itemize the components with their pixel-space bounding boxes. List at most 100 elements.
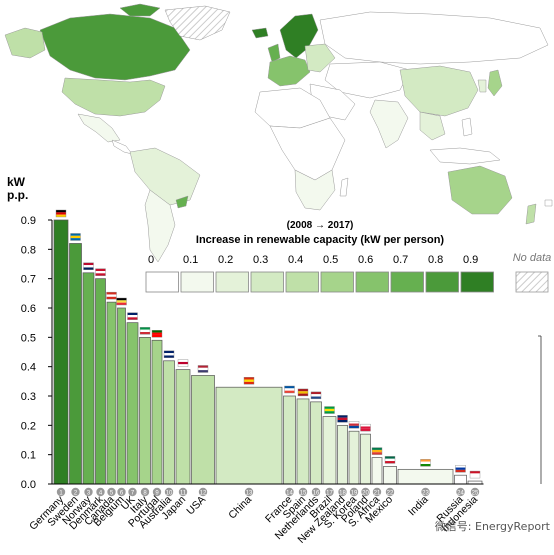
bar-number: 7	[131, 490, 135, 496]
legend-swatch	[145, 271, 179, 293]
world-map	[4, 3, 553, 263]
legend-swatch	[425, 271, 459, 293]
legend-label: 0.9	[463, 254, 478, 266]
y-tick-label: 0.9	[21, 215, 36, 227]
bar-number-badge	[385, 487, 395, 497]
bar-netherlands	[310, 401, 322, 485]
bar-number-badge	[298, 487, 308, 497]
legend-swatch	[285, 271, 319, 293]
legend-swatch	[180, 271, 214, 293]
flag-au-icon	[163, 350, 175, 358]
legend-swatch	[460, 271, 494, 293]
bar-number: 15	[300, 490, 307, 496]
bar-number-badge	[84, 487, 93, 497]
bar-number: 9	[155, 490, 159, 496]
bar-number-badge	[244, 487, 254, 497]
y-tick-label: 0.4	[21, 362, 36, 374]
flag-pl-icon	[360, 423, 371, 432]
flag-nz-icon	[337, 415, 348, 423]
bar-number: 1	[59, 490, 63, 496]
map-central-america	[111, 139, 133, 155]
legend-label: 0.5	[323, 254, 338, 266]
bar-number: 25	[472, 490, 479, 496]
legend-label: 0.2	[218, 254, 233, 266]
x-axis-labels: 1Germany2Sweden3Norway4Denmark5Canada6Be…	[27, 487, 480, 546]
map-philippines	[461, 117, 473, 137]
flag-se-icon	[70, 233, 81, 241]
flag-br-icon	[324, 406, 335, 414]
map-australia	[447, 165, 513, 215]
y-tick-label: 0.1	[21, 450, 36, 462]
legend-label: 0.8	[428, 254, 443, 266]
flag-kr-icon	[348, 421, 360, 429]
map-uruguay	[175, 195, 189, 209]
bar-number: 18	[339, 490, 346, 496]
bar-number-badge	[372, 487, 382, 497]
bar-number: 17	[326, 490, 333, 496]
legend-swatch	[355, 271, 389, 293]
flag-ru-icon	[455, 465, 466, 473]
bar-sweden	[69, 243, 82, 485]
bar-number-badge	[178, 487, 188, 497]
bar-usa	[191, 375, 215, 485]
bar-number: 19	[351, 490, 358, 496]
bar-number-badge	[325, 487, 334, 497]
bar-new-zealand	[337, 424, 348, 485]
flag-jp-icon	[177, 359, 189, 367]
bars	[52, 209, 484, 485]
flag-dk-icon	[95, 268, 106, 276]
bar-number-badge	[349, 487, 359, 497]
flag-gb-icon	[127, 312, 138, 320]
bar-number-badge	[128, 487, 137, 497]
map-russia	[319, 11, 549, 65]
map-japan	[487, 69, 503, 97]
map-antarctic-islands	[544, 199, 553, 207]
y-axis-label-line1: kW	[7, 175, 26, 189]
bar-number: 5	[110, 490, 114, 496]
bar-mexico	[383, 466, 397, 485]
map-alaska	[4, 27, 46, 59]
legend-swatch	[390, 271, 424, 293]
legend-label: 0.1	[183, 254, 198, 266]
y-tick-label: 0.3	[21, 391, 36, 403]
legend-period: (2008 → 2017)	[287, 220, 354, 231]
bar-india	[397, 468, 454, 485]
bar-number: 8	[143, 490, 147, 496]
bar-poland	[360, 433, 371, 485]
flag-nl-icon	[310, 391, 322, 400]
map-canada	[39, 13, 191, 81]
bar-number: 3	[87, 490, 91, 496]
map-china	[399, 65, 479, 117]
bar-germany	[53, 219, 69, 485]
legend-swatch	[215, 271, 249, 293]
map-central-africa	[269, 117, 346, 181]
bar-number: 21	[374, 490, 381, 496]
legend-label: 0.4	[288, 254, 303, 266]
bar-number-badge	[71, 487, 80, 497]
bar-number-badge	[285, 487, 294, 497]
legend-title: Increase in renewable capacity (kW per p…	[196, 234, 445, 246]
legend-swatch	[320, 271, 354, 293]
bar-number-badge	[56, 487, 66, 497]
x-tick-label: India	[406, 494, 431, 519]
bar-france	[283, 395, 296, 485]
bar-number: 24	[457, 490, 464, 496]
bar-number: 11	[180, 490, 187, 496]
bar-italy	[139, 336, 151, 485]
map-southeast-asia	[419, 111, 446, 141]
map-central-asia	[324, 61, 411, 99]
bar-number: 14	[286, 490, 293, 496]
bar-number-badge	[96, 487, 105, 497]
bar-number: 20	[362, 490, 369, 496]
bar-brazil	[322, 416, 337, 485]
bar-number-badge	[140, 487, 150, 497]
legend-label: 0	[148, 254, 154, 266]
flag-es-icon	[297, 388, 309, 397]
flag-be-icon	[116, 297, 127, 306]
bar-canada	[106, 301, 117, 485]
bar-belgium	[117, 307, 126, 485]
bar-number-badge	[152, 487, 162, 497]
y-tick-label: 0.7	[21, 274, 36, 286]
map-usa	[61, 77, 166, 117]
